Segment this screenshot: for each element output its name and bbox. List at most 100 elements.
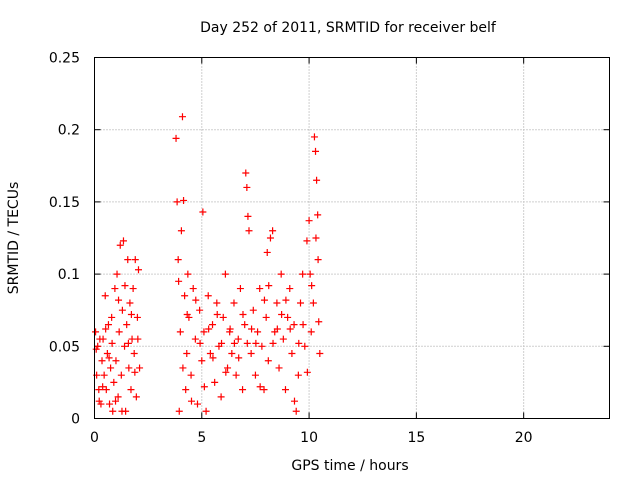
data-point — [264, 357, 272, 365]
data-point — [313, 176, 321, 184]
data-point — [118, 407, 126, 415]
data-point — [130, 350, 138, 358]
data-point — [269, 339, 277, 347]
data-point — [200, 383, 208, 391]
data-point — [314, 256, 322, 264]
data-point — [241, 321, 249, 329]
data-point — [277, 270, 285, 278]
data-point — [284, 313, 292, 321]
data-point — [133, 313, 141, 321]
x-tick-label: 5 — [197, 430, 206, 446]
data-point — [213, 311, 221, 319]
data-point — [254, 328, 262, 336]
data-point — [175, 277, 183, 285]
data-point — [213, 299, 221, 307]
data-point — [98, 357, 106, 365]
data-point — [247, 350, 255, 358]
data-point — [95, 386, 103, 394]
data-point — [244, 212, 252, 220]
data-point — [115, 328, 123, 336]
data-point — [112, 397, 120, 405]
data-point — [108, 339, 116, 347]
y-tick-label: 0.05 — [49, 339, 80, 355]
chart-title: Day 252 of 2011, SRMTID for receiver bel… — [200, 20, 497, 36]
data-point — [110, 378, 118, 386]
data-point — [226, 325, 234, 333]
x-tick-label: 10 — [300, 430, 318, 446]
data-point — [260, 296, 268, 304]
data-point — [312, 147, 320, 155]
data-point — [297, 299, 304, 307]
data-point — [129, 285, 137, 293]
data-point — [249, 306, 257, 314]
data-point — [127, 386, 135, 394]
y-axis-label: SRMTID / TECUs — [6, 182, 22, 295]
data-point — [230, 299, 238, 307]
data-point — [292, 407, 300, 415]
data-point — [290, 321, 298, 329]
data-point — [99, 335, 107, 343]
x-tick-label: 0 — [90, 430, 99, 446]
data-point — [262, 313, 270, 321]
data-point — [228, 350, 236, 358]
data-point — [242, 169, 250, 177]
data-point — [102, 386, 110, 394]
data-point — [173, 198, 181, 206]
data-point — [295, 339, 303, 347]
data-point — [279, 335, 287, 343]
data-point — [183, 311, 191, 319]
data-point — [175, 407, 183, 415]
data-point — [275, 364, 283, 372]
data-point — [134, 266, 142, 274]
data-point — [290, 397, 298, 405]
data-point — [301, 342, 309, 350]
data-point — [278, 311, 286, 319]
data-point — [134, 335, 142, 343]
data-point — [312, 234, 320, 242]
data-point — [252, 339, 260, 347]
data-point — [99, 383, 107, 391]
data-point — [206, 350, 214, 358]
data-point — [119, 237, 127, 245]
grid — [94, 57, 610, 419]
data-point — [198, 357, 206, 365]
data-point — [100, 371, 108, 379]
data-point — [299, 270, 307, 278]
data-point — [179, 364, 187, 372]
data-point — [111, 285, 119, 293]
data-point — [121, 342, 129, 350]
data-point — [117, 371, 125, 379]
data-point — [260, 386, 268, 394]
data-point — [222, 368, 230, 376]
data-point — [232, 371, 240, 379]
data-point — [103, 350, 111, 358]
data-point — [243, 339, 251, 347]
data-point — [107, 364, 115, 372]
data-point — [307, 328, 315, 336]
data-point — [209, 321, 217, 329]
data-point — [92, 328, 100, 336]
data-point — [187, 371, 195, 379]
data-points — [92, 113, 324, 415]
data-point — [221, 270, 229, 278]
data-point — [204, 292, 212, 300]
data-point — [282, 296, 290, 304]
data-point — [265, 282, 273, 290]
data-point — [200, 328, 208, 336]
y-tick-label: 0.15 — [49, 195, 80, 211]
data-point — [316, 350, 324, 358]
data-point — [315, 318, 323, 326]
data-point — [196, 339, 204, 347]
data-point — [205, 325, 213, 333]
data-point — [263, 248, 271, 256]
y-tick-label: 0.25 — [49, 51, 80, 67]
data-point — [187, 397, 195, 405]
data-point — [310, 133, 318, 141]
data-point — [118, 306, 126, 314]
y-tick-label: 0 — [71, 412, 80, 428]
data-point — [288, 350, 296, 358]
x-tick-label: 15 — [407, 430, 425, 446]
data-point — [177, 227, 185, 235]
data-point — [114, 393, 122, 401]
data-point — [108, 313, 116, 321]
